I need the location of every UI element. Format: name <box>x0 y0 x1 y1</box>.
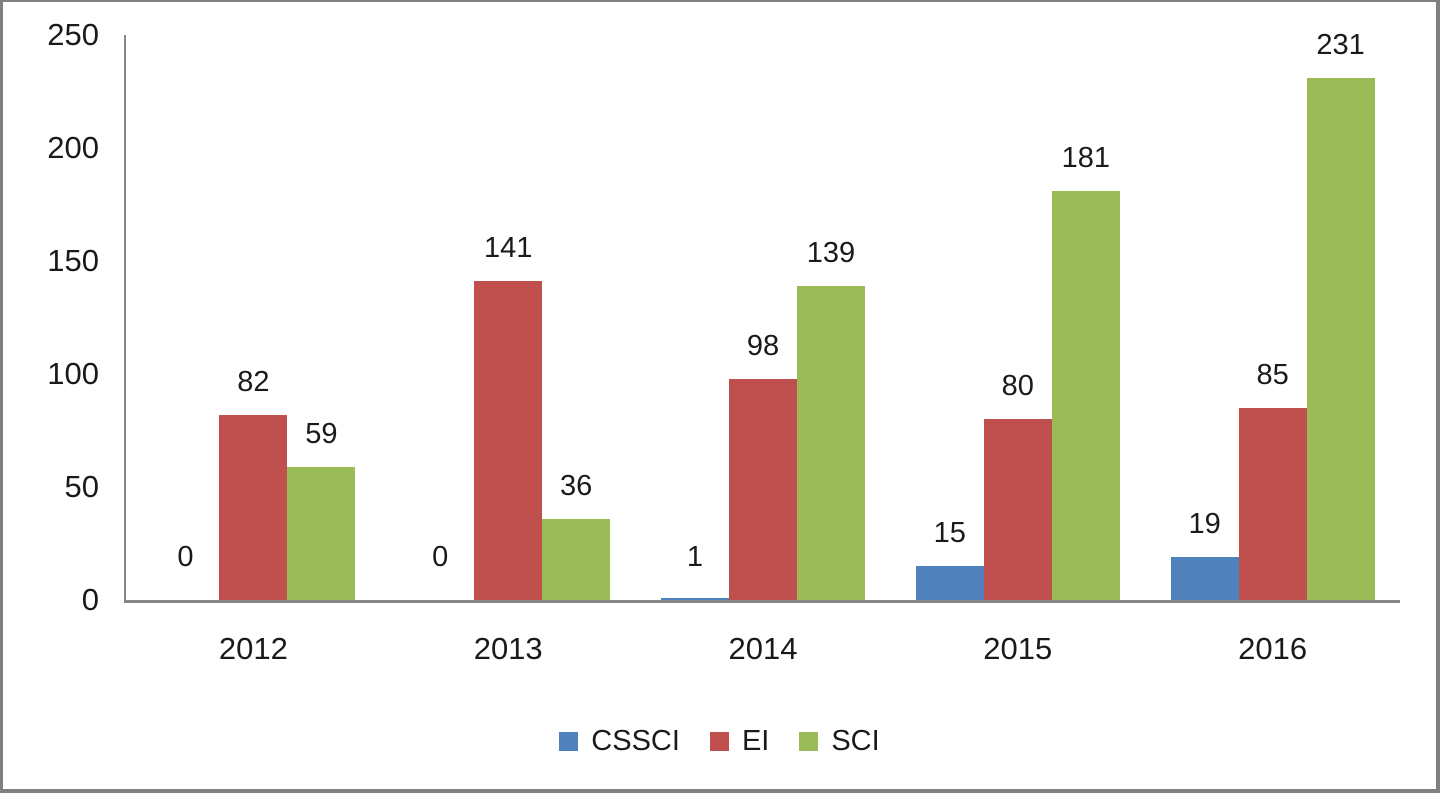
bar-SCI-2014 <box>796 285 865 600</box>
x-axis-category-label: 2013 <box>473 631 543 666</box>
x-axis-category-label: 2014 <box>728 631 798 666</box>
x-axis: 2012 2013 2014 2015 2016 <box>126 628 1400 670</box>
bar-slot: 19 <box>1170 35 1239 600</box>
bar-CSSCI-2014 <box>660 597 729 600</box>
bar-EI-2012 <box>219 414 288 600</box>
bar-slot: 141 <box>474 35 543 600</box>
bar-EI-2015 <box>983 419 1052 600</box>
bar-group-2016: 19 85 231 <box>1170 29 1375 600</box>
y-axis-tick-label: 50 <box>64 469 99 504</box>
legend: CSSCI EI SCI <box>3 721 1436 761</box>
y-axis-tick-label: 150 <box>47 243 99 278</box>
y-axis-tick-label: 200 <box>47 130 99 165</box>
bar-SCI-2012 <box>287 466 356 600</box>
bar-slot: 0 <box>151 35 219 600</box>
bar-slot: 139 <box>796 35 865 600</box>
x-axis-category-label: 2012 <box>218 631 288 666</box>
bar-value-label: 231 <box>1316 28 1365 61</box>
bar-slot: 98 <box>728 35 797 600</box>
x-axis-line <box>124 600 1400 603</box>
legend-entry-CSSCI: CSSCI <box>559 725 680 758</box>
legend-entry-EI: EI <box>709 724 770 758</box>
bar-group-2014: 1 98 139 <box>660 35 865 600</box>
bar-SCI-2015 <box>1051 190 1120 600</box>
x-axis-category-label: 2016 <box>1238 631 1308 666</box>
bar-value-label: 98 <box>746 329 780 362</box>
bar-value-label: 85 <box>1256 358 1289 391</box>
bar-slot: 181 <box>1051 35 1120 600</box>
y-axis-tick-label: 100 <box>47 356 99 391</box>
bar-SCI-2013 <box>542 518 611 600</box>
legend-entry-SCI: SCI <box>799 724 880 758</box>
legend-swatch-icon <box>559 731 579 751</box>
bar-slot: 59 <box>287 35 356 600</box>
bar-value-label: 0 <box>177 541 194 573</box>
bar-CSSCI-2016 <box>1170 557 1239 600</box>
legend-label: EI <box>741 724 770 757</box>
legend-swatch-icon <box>799 731 819 751</box>
bar-slot: 231 <box>1306 29 1375 600</box>
bar-slot: 80 <box>983 35 1052 600</box>
bar-value-label: 141 <box>483 232 533 265</box>
bar-value-label: 59 <box>305 417 338 450</box>
y-axis-tick-label: 0 <box>81 582 99 617</box>
bar-value-label: 15 <box>933 517 966 550</box>
bar-slot: 36 <box>542 35 611 600</box>
bar-EI-2016 <box>1238 407 1307 600</box>
bar-value-label: 82 <box>237 365 270 398</box>
bar-slot: 15 <box>915 35 984 600</box>
bar-group-2013: 0 141 36 <box>406 35 611 600</box>
bar-value-label: 1 <box>686 541 704 573</box>
bar-EI-2013 <box>474 281 543 600</box>
bar-value-label: 19 <box>1188 508 1221 541</box>
bar-value-label: 80 <box>1001 370 1034 403</box>
bar-CSSCI-2015 <box>915 566 984 600</box>
bar-group-2015: 15 80 181 <box>915 35 1120 600</box>
legend-swatch-icon <box>709 731 729 751</box>
plot-area: 0 82 59 0 141 36 1 98 139 15 80 181 19 85 231 <box>126 29 1400 600</box>
bar-value-label: 181 <box>1061 141 1110 174</box>
bar-value-label: 0 <box>432 541 449 573</box>
bar-slot: 85 <box>1238 35 1307 600</box>
bar-value-label: 36 <box>560 469 593 502</box>
legend-label: SCI <box>831 724 880 757</box>
bar-value-label: 139 <box>806 236 856 269</box>
bar-slot: 82 <box>219 35 288 600</box>
legend-label: CSSCI <box>591 724 680 757</box>
bar-slot: 0 <box>406 35 474 600</box>
x-axis-category-label: 2015 <box>983 631 1053 666</box>
y-axis-line <box>124 35 126 602</box>
bar-slot: 1 <box>660 35 729 600</box>
bar-SCI-2016 <box>1306 77 1375 600</box>
bar-EI-2014 <box>728 378 797 600</box>
y-axis-tick-label: 250 <box>47 17 99 52</box>
bar-group-2012: 0 82 59 <box>151 35 356 600</box>
